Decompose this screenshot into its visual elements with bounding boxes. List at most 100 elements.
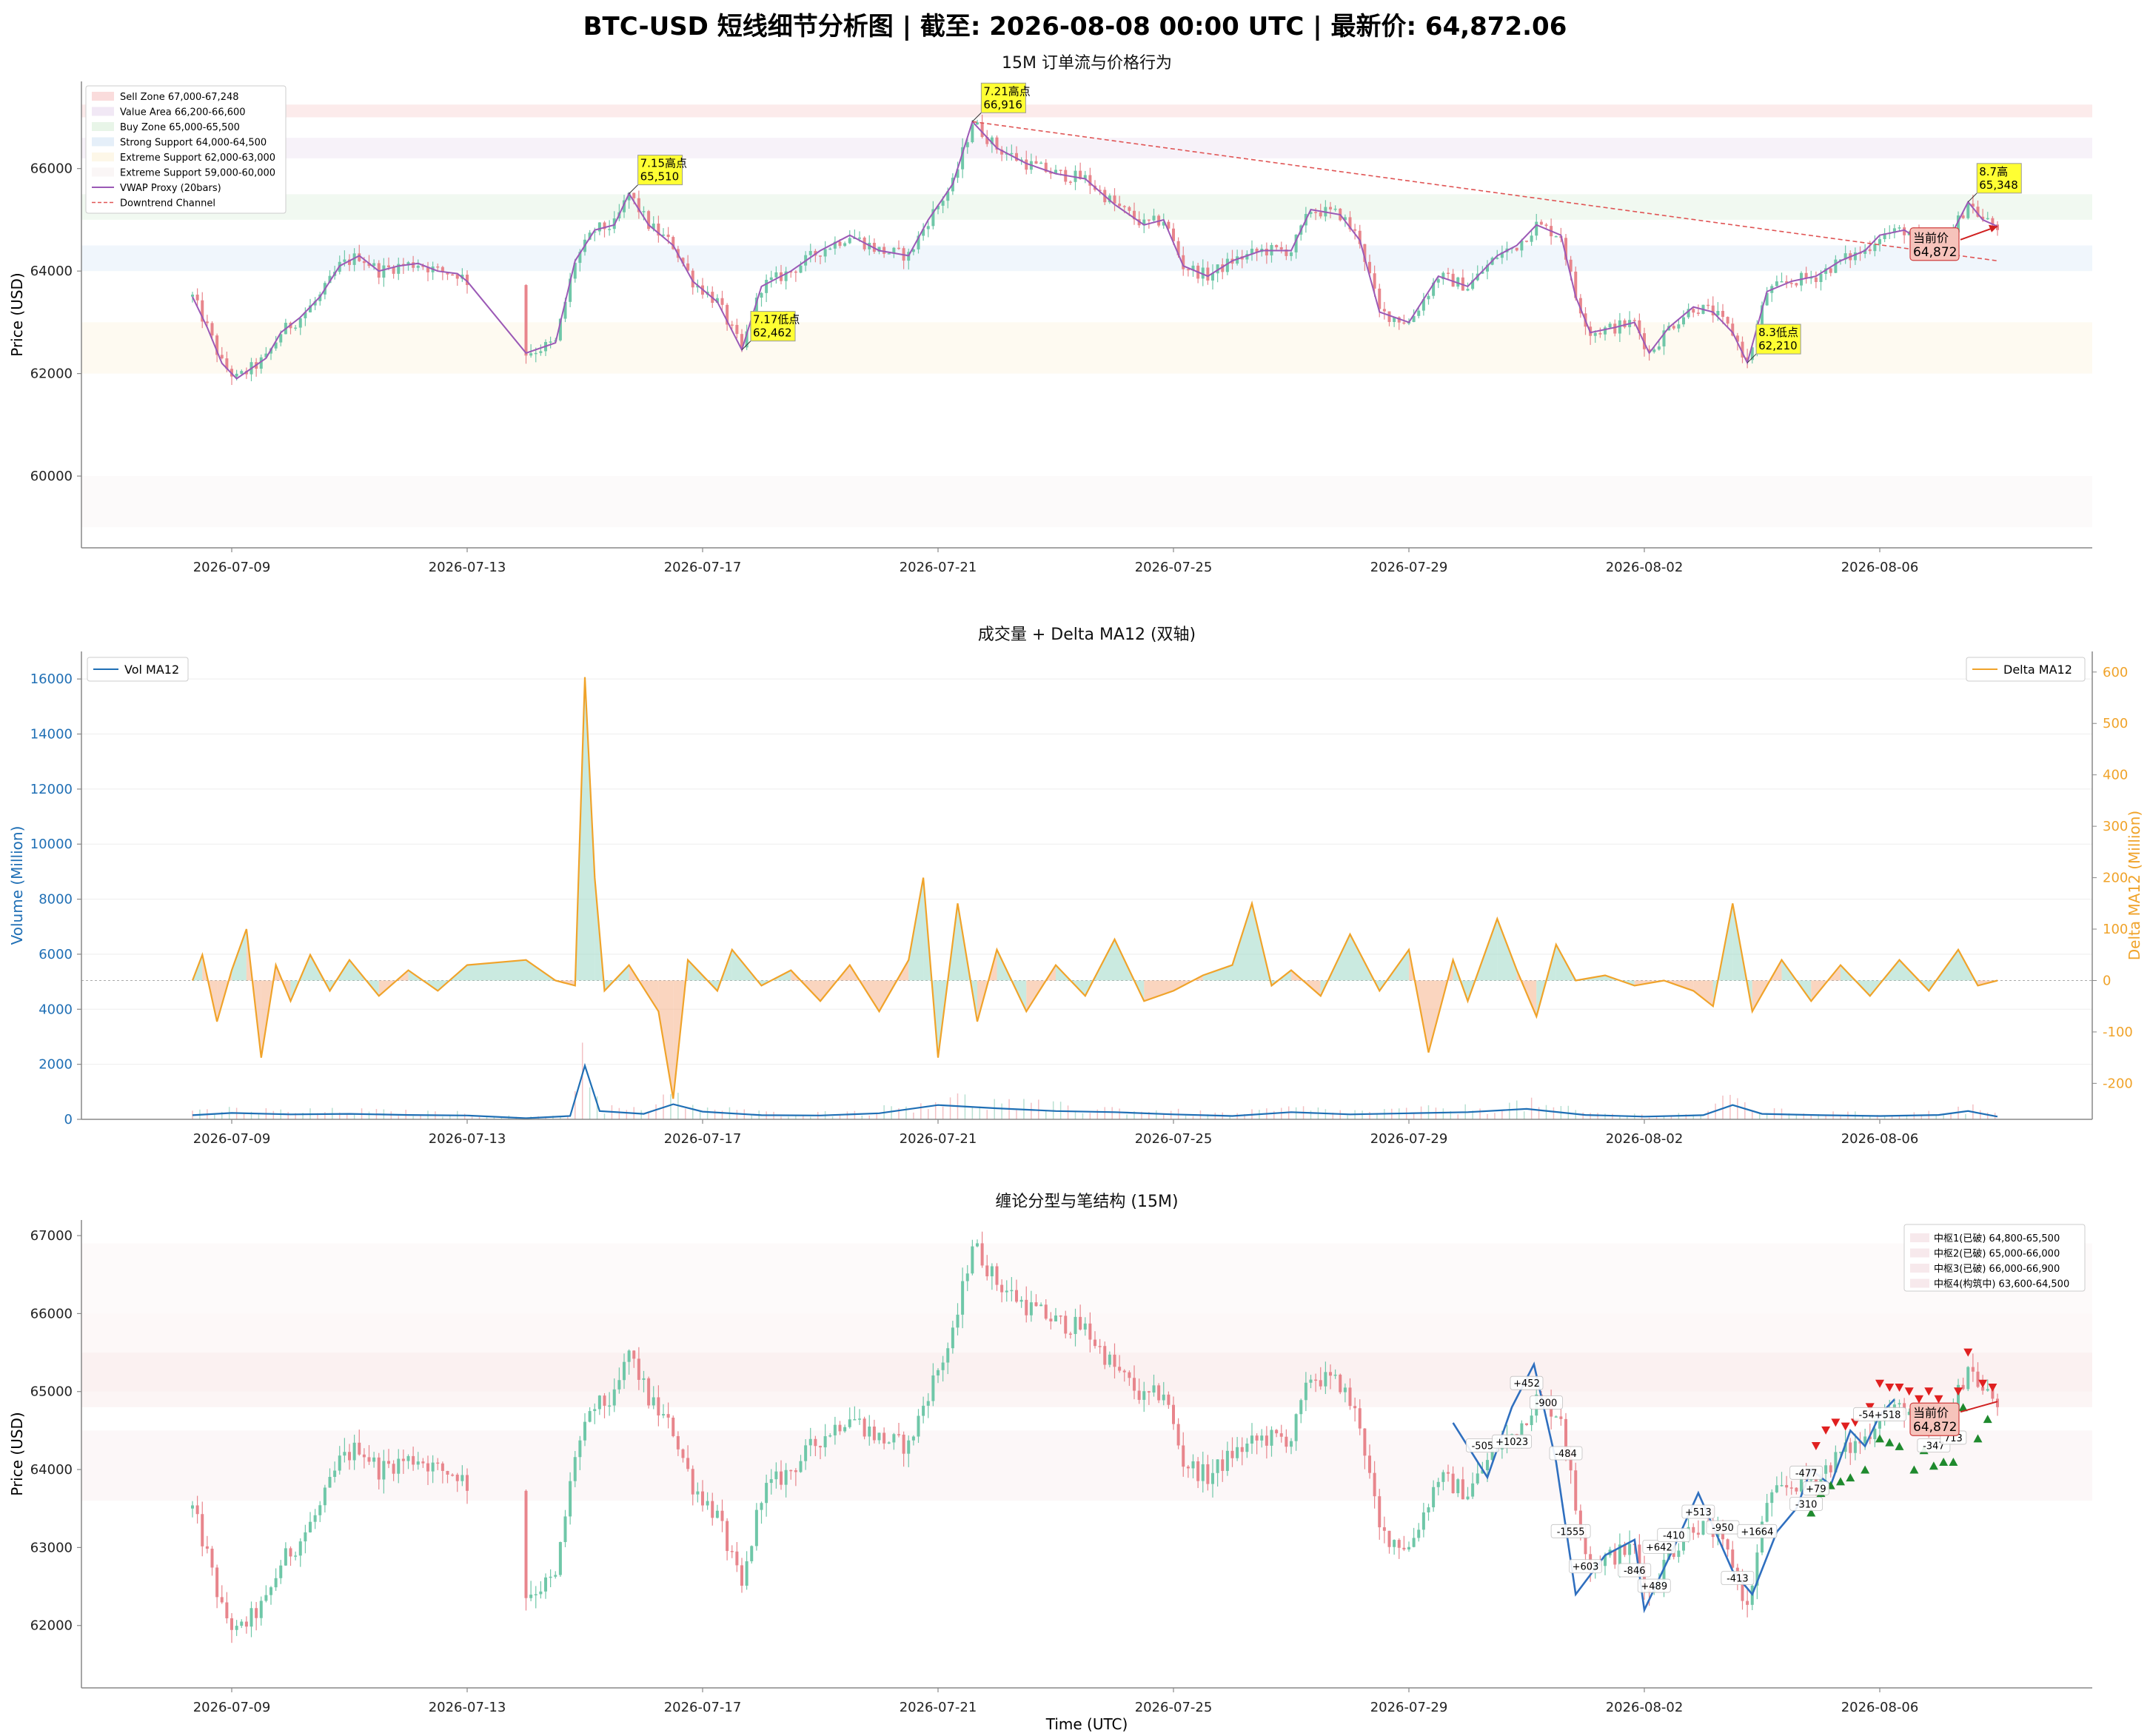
candles bbox=[191, 1231, 1999, 1643]
bi-label: -410 bbox=[1663, 1531, 1685, 1542]
bi-label: +513 bbox=[1685, 1507, 1712, 1518]
candle-body bbox=[1981, 1387, 1985, 1391]
candle-body bbox=[1103, 1346, 1107, 1365]
panel-3-legend: 中枢1(已破) 64,800-65,500 中枢2(已破) 65,000-66,0… bbox=[1903, 1224, 2086, 1292]
legend-frame bbox=[1903, 1224, 2086, 1292]
y-tick-label: 64000 bbox=[30, 1462, 73, 1478]
annotation-arrow bbox=[741, 341, 751, 350]
annotation-label: 7.17低点 bbox=[753, 313, 800, 326]
candle-body bbox=[1785, 281, 1789, 284]
candle-body bbox=[348, 1452, 351, 1461]
candle-body bbox=[1878, 239, 1881, 244]
delta-fill bbox=[908, 877, 924, 981]
candle-body bbox=[1525, 1423, 1528, 1426]
bi-label-box bbox=[1657, 1528, 1691, 1543]
candle-body bbox=[1015, 153, 1018, 161]
bottom-fractal-marker bbox=[1983, 1415, 1992, 1424]
candle-body bbox=[774, 1471, 778, 1480]
candle-body bbox=[1618, 1544, 1621, 1565]
candle-body bbox=[1152, 1385, 1156, 1393]
candle-body bbox=[529, 353, 533, 356]
candle-body bbox=[632, 192, 636, 198]
candle-body bbox=[1746, 357, 1749, 361]
top-fractal-marker bbox=[1934, 1395, 1943, 1404]
candle-body bbox=[701, 1491, 704, 1506]
bi-label-box bbox=[1510, 1375, 1544, 1390]
candle-body bbox=[740, 334, 743, 348]
candle-body bbox=[833, 241, 837, 249]
candle-body bbox=[1907, 1411, 1911, 1415]
delta-fill bbox=[232, 929, 247, 981]
candle-body bbox=[1652, 349, 1656, 352]
candle-body bbox=[1839, 1452, 1842, 1453]
candle-body bbox=[1068, 181, 1072, 183]
candle-body bbox=[1584, 1534, 1587, 1555]
candle-body bbox=[1834, 1452, 1838, 1472]
candle-body bbox=[593, 231, 597, 233]
candle-body bbox=[1059, 170, 1062, 171]
candle-body bbox=[1971, 1367, 1975, 1372]
candle-body bbox=[382, 265, 386, 278]
candle-body bbox=[461, 1475, 464, 1481]
candle-body bbox=[1216, 264, 1219, 274]
candle-body bbox=[971, 1246, 974, 1274]
candle-body bbox=[524, 285, 528, 356]
top-fractal-marker bbox=[1811, 1442, 1821, 1450]
candle-body bbox=[406, 1455, 410, 1461]
bottom-fractal-marker bbox=[1929, 1461, 1938, 1470]
candle-body bbox=[1819, 273, 1823, 282]
candle-body bbox=[1019, 1299, 1023, 1302]
candle-body bbox=[333, 1470, 337, 1478]
bi-label-box bbox=[1737, 1524, 1778, 1538]
candle-body bbox=[868, 1426, 871, 1437]
candle-body bbox=[1819, 1473, 1823, 1487]
legend-entry: Extreme Support 62,000-63,000 bbox=[120, 153, 275, 164]
candle-body bbox=[362, 261, 366, 264]
y-tick-label: 14000 bbox=[30, 727, 73, 743]
candle-body bbox=[1785, 1485, 1789, 1488]
x-tick-label: 2026-07-21 bbox=[900, 560, 977, 575]
candle-body bbox=[1608, 324, 1612, 328]
candle-body bbox=[1456, 277, 1460, 287]
y-tick-label: 4000 bbox=[38, 1002, 73, 1017]
candle-body bbox=[1044, 1304, 1048, 1319]
delta-fill bbox=[1693, 980, 1713, 1007]
x-tick-label: 2026-07-29 bbox=[1370, 1131, 1448, 1147]
candle-body bbox=[1363, 1428, 1367, 1456]
candle-body bbox=[1221, 264, 1225, 272]
candle-body bbox=[1309, 1379, 1313, 1383]
candle-body bbox=[833, 1424, 837, 1435]
bottom-fractal-marker bbox=[1958, 1403, 1968, 1412]
candle-body bbox=[205, 321, 209, 324]
top-fractal-marker bbox=[1865, 1403, 1875, 1412]
candle-body bbox=[274, 1578, 278, 1588]
candle-body bbox=[789, 1469, 793, 1472]
candle-body bbox=[392, 1464, 395, 1474]
candle-body bbox=[1735, 335, 1739, 342]
legend-entry: Value Area 66,200-66,600 bbox=[120, 107, 246, 118]
candle-body bbox=[230, 1618, 233, 1630]
current-price-arrowhead bbox=[1989, 224, 1997, 232]
candle-body bbox=[1436, 1481, 1440, 1487]
candle-body bbox=[191, 294, 194, 297]
candle-body bbox=[1672, 1552, 1675, 1558]
candle-body bbox=[769, 1479, 773, 1484]
candle-body bbox=[1034, 1302, 1038, 1307]
current-price-arrow bbox=[1960, 1401, 1998, 1413]
candle-body bbox=[696, 285, 700, 288]
candle-body bbox=[789, 271, 793, 273]
candle-body bbox=[1971, 204, 1975, 207]
panel-3-axes: 62000 63000 64000 65000 66000 67000 2026-07-09… bbox=[30, 1220, 2092, 1715]
candle-body bbox=[362, 1454, 366, 1458]
candle-body bbox=[1569, 259, 1573, 272]
bottom-fractal-marker bbox=[1885, 1438, 1895, 1447]
candle-body bbox=[794, 271, 797, 273]
candle-body bbox=[255, 1608, 258, 1618]
candle-body bbox=[1265, 248, 1268, 256]
candle-body bbox=[201, 1514, 204, 1546]
annotation-box bbox=[1976, 163, 2022, 194]
candle-body bbox=[623, 200, 626, 212]
candle-body bbox=[937, 205, 940, 210]
candle-body bbox=[1623, 320, 1627, 327]
candle-body bbox=[1348, 217, 1352, 229]
